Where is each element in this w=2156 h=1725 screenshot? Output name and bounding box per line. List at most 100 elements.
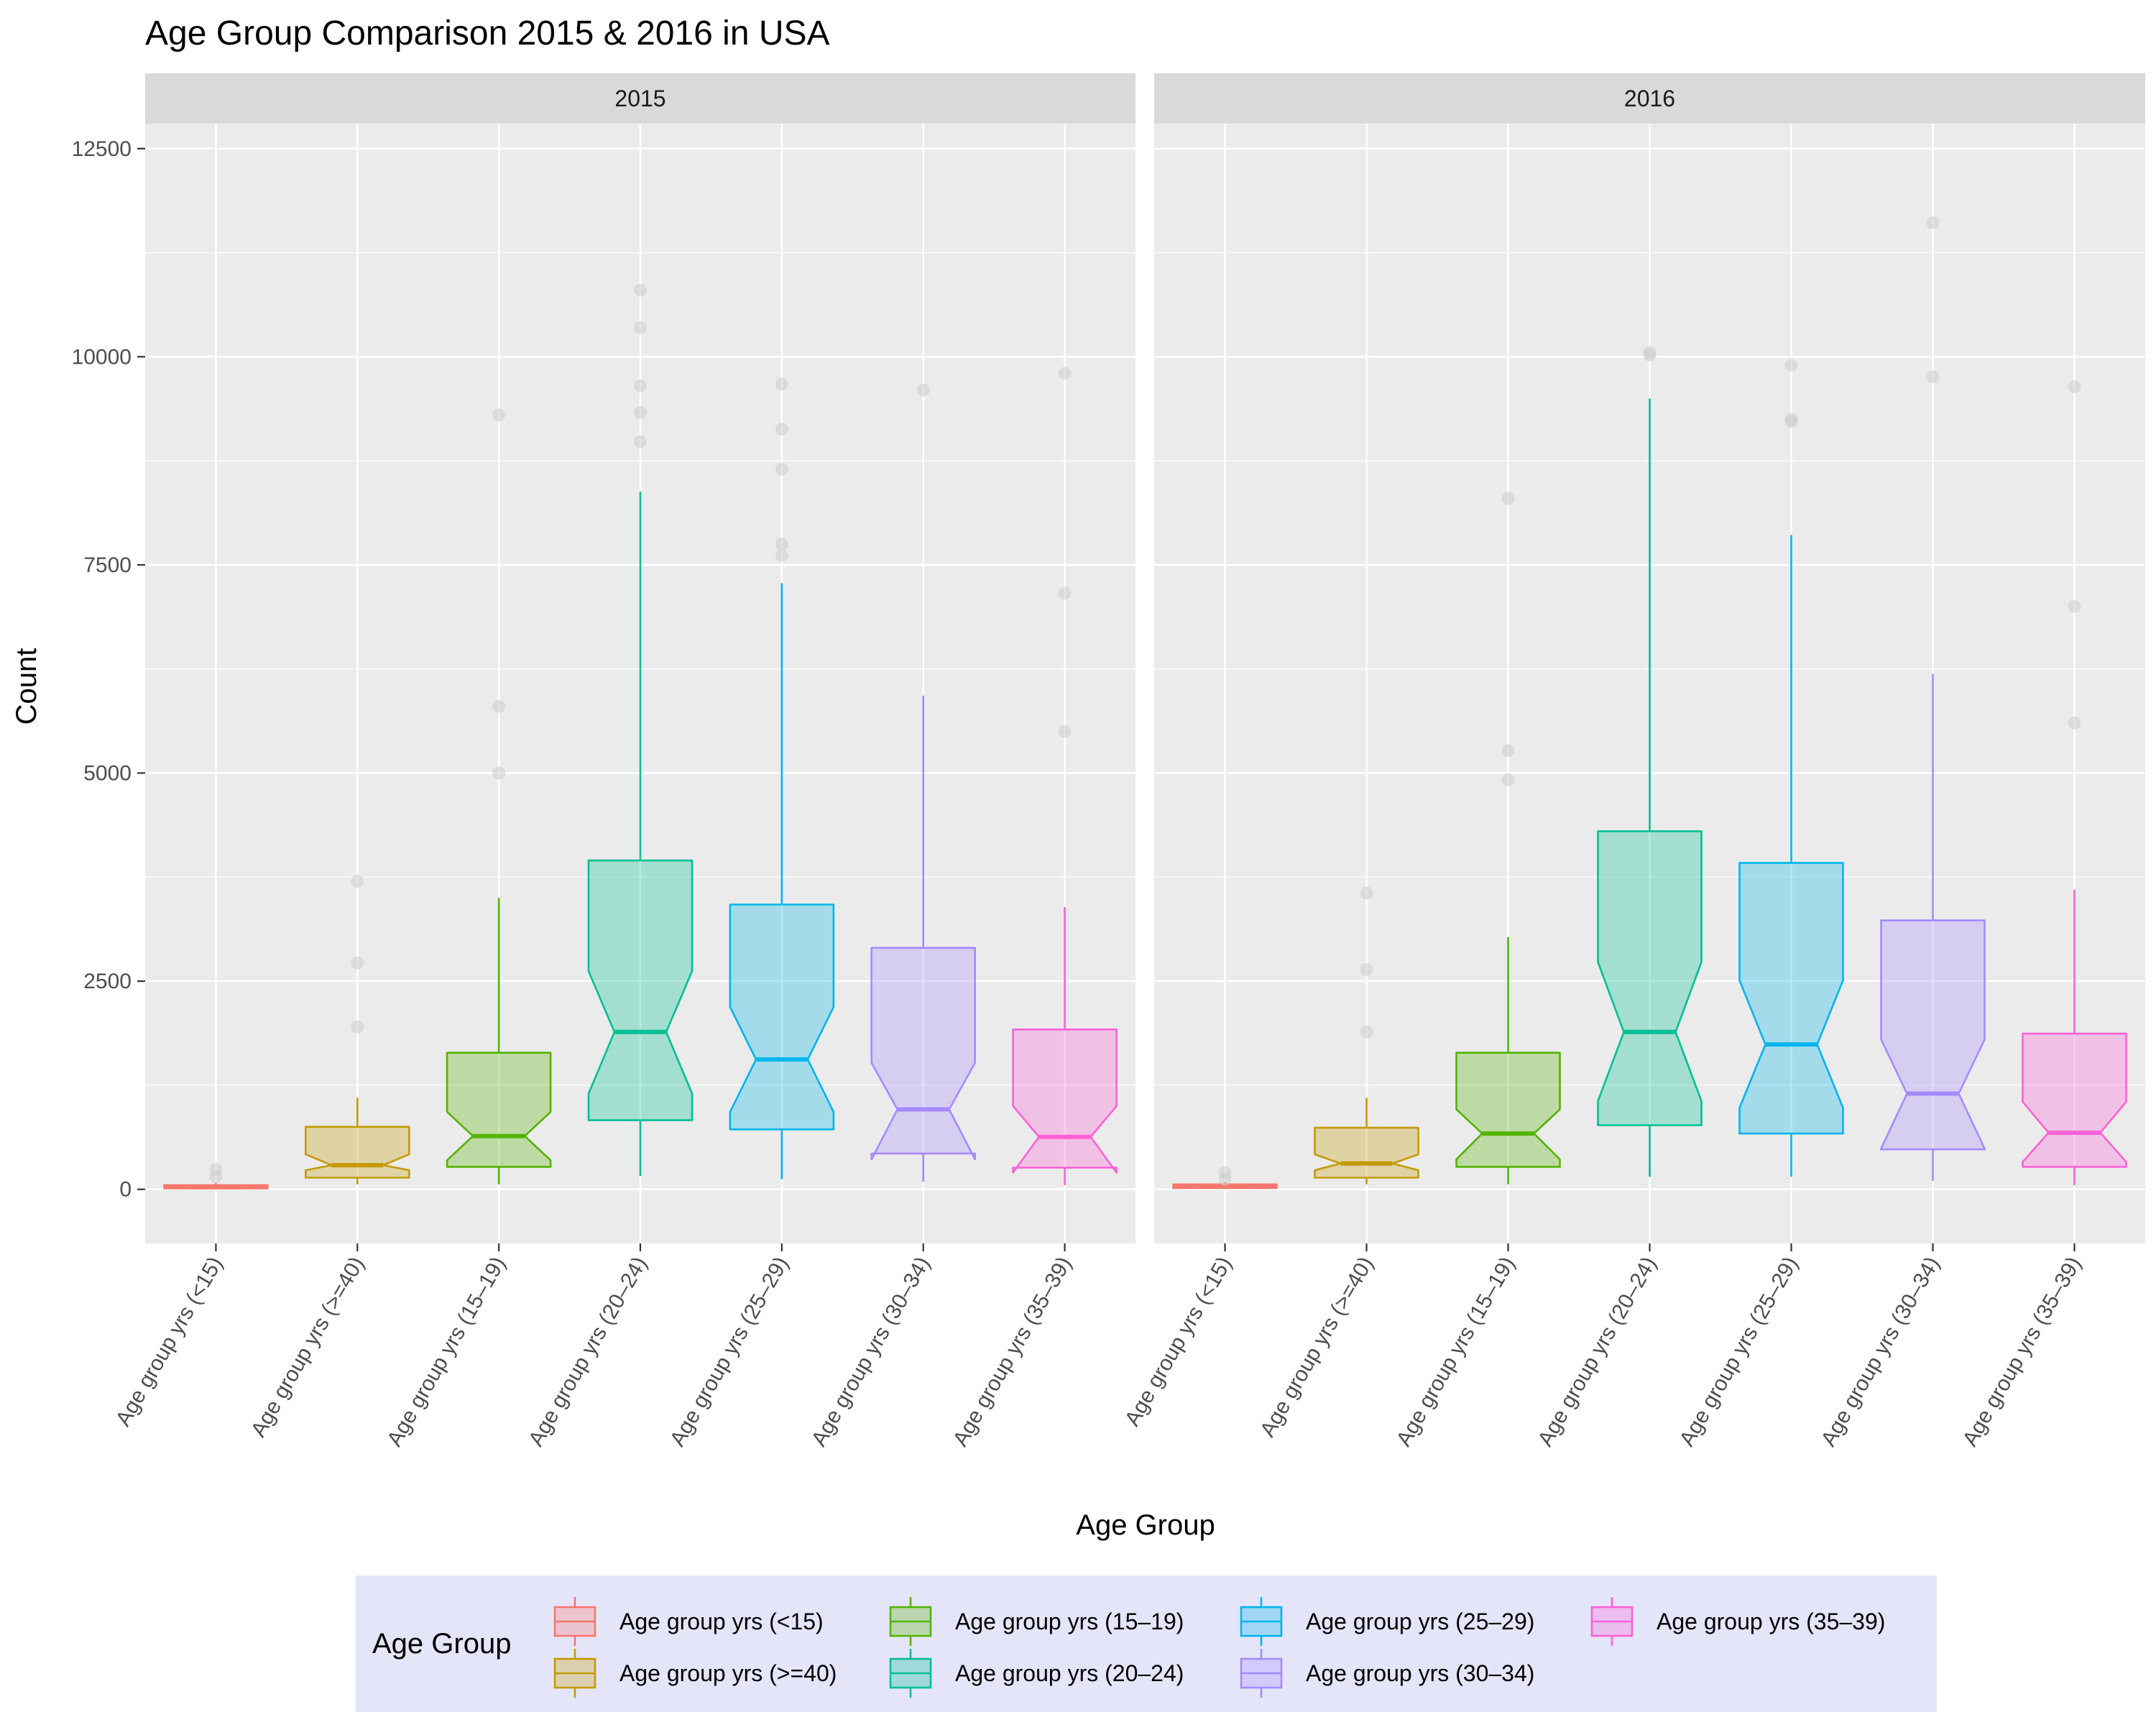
x-tick-label: Age group yrs (15–19) bbox=[1392, 1253, 1520, 1450]
outlier-point bbox=[492, 699, 506, 713]
x-axis-title: Age Group bbox=[1076, 1509, 1215, 1541]
outlier-point bbox=[775, 537, 788, 551]
outlier-point bbox=[1058, 724, 1072, 738]
outlier-point bbox=[2068, 599, 2081, 613]
x-axis: Age group yrs (<15) Age group yrs (>=40) A… bbox=[111, 1243, 2086, 1450]
box-body bbox=[1455, 1052, 1561, 1168]
outlier-point bbox=[1360, 962, 1373, 976]
box-body bbox=[304, 1126, 410, 1179]
legend-item-age-group-yrs-40: Age group yrs (>=40) bbox=[553, 1649, 837, 1698]
legend-item-age-group-yrs-20-24: Age group yrs (20–24) bbox=[889, 1649, 1184, 1698]
outlier-point bbox=[775, 462, 788, 476]
box-age-group-yrs-40 bbox=[304, 875, 410, 1184]
outlier-point bbox=[351, 956, 364, 970]
outlier-point bbox=[1218, 1166, 1232, 1179]
y-tick-label: 12500 bbox=[72, 137, 132, 161]
legend-item-age-group-yrs-30-34: Age group yrs (30–34) bbox=[1240, 1649, 1534, 1698]
x-tick-label: Age group yrs (35–39) bbox=[949, 1253, 1077, 1450]
x-tick-label: Age group yrs (25–29) bbox=[1675, 1253, 1803, 1450]
legend-label: Age group yrs (35–39) bbox=[1657, 1609, 1885, 1634]
facet-strip bbox=[1154, 73, 2145, 124]
outlier-point bbox=[1360, 1025, 1373, 1039]
box-age-group-yrs-35-39 bbox=[1012, 367, 1118, 1185]
outlier-point bbox=[1501, 773, 1515, 786]
legend-label: Age group yrs (30–34) bbox=[1306, 1660, 1534, 1686]
outlier-point bbox=[209, 1162, 223, 1176]
outlier-point bbox=[916, 383, 930, 397]
box-age-group-yrs-35-39 bbox=[2022, 380, 2127, 1185]
legend-item-age-group-yrs-25-29: Age group yrs (25–29) bbox=[1240, 1597, 1534, 1646]
y-tick-label: 2500 bbox=[83, 970, 132, 993]
outlier-point bbox=[1926, 216, 1940, 229]
y-axis-title: Count bbox=[11, 648, 42, 725]
x-tick-label: Age group yrs (30–34) bbox=[807, 1253, 935, 1450]
outlier-point bbox=[2068, 717, 2081, 730]
facet-panel-2015: 2015 bbox=[145, 73, 1135, 1243]
x-tick-label: Age group yrs (15–19) bbox=[382, 1253, 510, 1450]
x-tick-label: Age group yrs (25–29) bbox=[665, 1253, 793, 1450]
outlier-point bbox=[775, 549, 788, 563]
box-age-group-yrs-15-19 bbox=[446, 408, 552, 1184]
legend: Age Group Age group yrs (<15)Age group y… bbox=[356, 1576, 1937, 1712]
legend-item-age-group-yrs-35-39: Age group yrs (35–39) bbox=[1590, 1597, 1885, 1646]
box-body bbox=[1738, 862, 1844, 1135]
y-tick-label: 7500 bbox=[83, 553, 132, 577]
x-tick-label: Age group yrs (20–24) bbox=[524, 1253, 652, 1450]
legend-title: Age Group bbox=[372, 1628, 511, 1660]
box-body bbox=[729, 903, 835, 1131]
facet-strip-label: 2016 bbox=[1624, 86, 1675, 111]
legend-items: Age group yrs (<15) Age group yrs (>=40) A… bbox=[553, 1597, 1885, 1698]
outlier-point bbox=[634, 405, 647, 419]
outlier-point bbox=[1784, 413, 1798, 426]
outlier-point bbox=[634, 283, 647, 297]
x-tick-label: Age group yrs (>=40) bbox=[1256, 1253, 1378, 1441]
outlier-point bbox=[1058, 586, 1072, 600]
box-age-group-yrs-25-29 bbox=[729, 377, 835, 1179]
y-tick-label: 5000 bbox=[83, 762, 132, 786]
box-age-group-yrs-20-24 bbox=[1597, 346, 1703, 1177]
box-body bbox=[1597, 830, 1703, 1126]
y-tick-label: 10000 bbox=[72, 345, 132, 369]
x-tick-label: Age group yrs (20–24) bbox=[1534, 1253, 1662, 1450]
outlier-point bbox=[634, 379, 647, 392]
outlier-point bbox=[351, 1020, 364, 1034]
box-age-group-yrs-15-19 bbox=[1455, 492, 1561, 1184]
y-tick-label: 0 bbox=[119, 1178, 132, 1202]
outlier-point bbox=[634, 321, 647, 334]
outlier-point bbox=[2068, 380, 2081, 394]
facet-strip-label: 2015 bbox=[614, 86, 665, 111]
facet-strip bbox=[145, 73, 1135, 124]
box-age-group-yrs-30-34 bbox=[870, 383, 976, 1182]
legend-background bbox=[356, 1576, 1937, 1712]
box-age-group-yrs-15 bbox=[1172, 1166, 1278, 1190]
legend-label: Age group yrs (20–24) bbox=[955, 1660, 1184, 1686]
box-age-group-yrs-20-24 bbox=[587, 283, 694, 1177]
outlier-point bbox=[492, 408, 506, 422]
x-tick-label: Age group yrs (>=40) bbox=[247, 1253, 369, 1441]
legend-label: Age group yrs (25–29) bbox=[1306, 1609, 1534, 1634]
x-tick-label: Age group yrs (35–39) bbox=[1958, 1253, 2086, 1450]
outlier-point bbox=[1501, 492, 1515, 505]
box-body bbox=[587, 859, 694, 1121]
box-body bbox=[1880, 919, 1986, 1151]
outlier-point bbox=[1784, 358, 1798, 372]
outlier-point bbox=[1360, 886, 1373, 900]
box-body bbox=[2022, 1032, 2127, 1168]
chart-title: Age Group Comparison 2015 & 2016 in USA bbox=[145, 14, 830, 52]
outlier-point bbox=[1643, 346, 1657, 359]
y-axis: 0 2500 5000 7500 10000 12500 bbox=[72, 137, 145, 1202]
outlier-point bbox=[351, 875, 364, 888]
x-tick-label: Age group yrs (<15) bbox=[1120, 1253, 1237, 1430]
outlier-point bbox=[1501, 744, 1515, 758]
box-body bbox=[870, 947, 976, 1161]
legend-label: Age group yrs (15–19) bbox=[955, 1609, 1184, 1634]
x-tick-label: Age group yrs (30–34) bbox=[1817, 1253, 1945, 1450]
outlier-point bbox=[775, 377, 788, 391]
box-body bbox=[446, 1052, 552, 1168]
outlier-point bbox=[775, 423, 788, 436]
outlier-point bbox=[492, 766, 506, 780]
box-age-group-yrs-25-29 bbox=[1738, 358, 1844, 1177]
box-age-group-yrs-40 bbox=[1314, 886, 1419, 1184]
outlier-point bbox=[1058, 367, 1072, 380]
